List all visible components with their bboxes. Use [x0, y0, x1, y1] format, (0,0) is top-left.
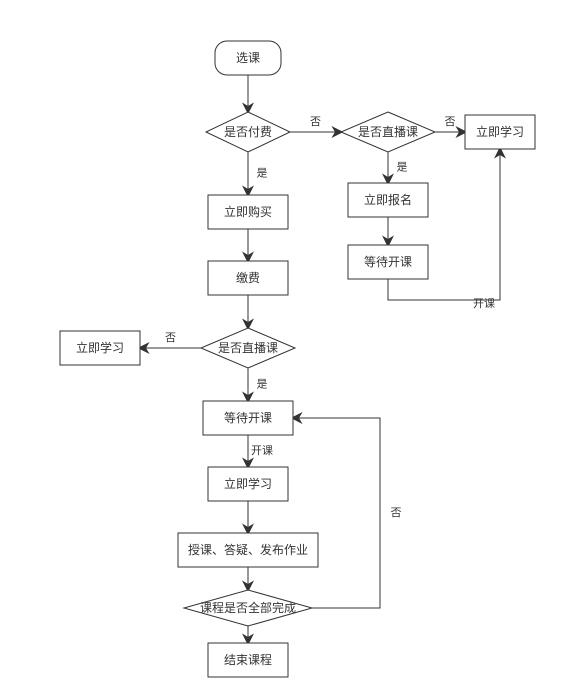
edge-label: 是 — [257, 378, 268, 391]
node-study_m: 立即学习 — [208, 467, 288, 501]
node-label: 是否直播课 — [218, 341, 278, 355]
node-d_pay: 是否付费 — [206, 112, 290, 152]
node-signup: 立即报名 — [348, 183, 428, 217]
edge-label: 否 — [391, 507, 402, 519]
node-label: 等待开课 — [364, 255, 412, 269]
node-label: 立即学习 — [224, 476, 272, 491]
edge-label: 开课 — [251, 444, 273, 457]
node-study_r: 立即学习 — [465, 115, 535, 149]
nodes-layer: 选课是否付费是否直播课立即学习立即报名等待开课立即购买缴费是否直播课立即学习等待… — [60, 41, 535, 677]
node-teach: 授课、答疑、发布作业 — [178, 533, 318, 567]
node-label: 课程是否全部完成 — [200, 600, 296, 615]
node-label: 是否付费 — [224, 125, 272, 139]
node-label: 立即学习 — [476, 124, 524, 139]
node-d_live_r: 是否直播课 — [341, 112, 435, 152]
node-study_l: 立即学习 — [60, 331, 140, 365]
node-label: 立即报名 — [364, 192, 412, 207]
node-label: 授课、答疑、发布作业 — [188, 542, 308, 557]
edge-label: 开课 — [473, 297, 495, 310]
node-label: 结束课程 — [224, 652, 272, 667]
edge-label: 否 — [310, 116, 321, 128]
edge-label: 否 — [445, 116, 456, 128]
node-payfee: 缴费 — [208, 261, 288, 295]
node-wait_l: 等待开课 — [203, 401, 293, 435]
node-d_live_l: 是否直播课 — [201, 328, 295, 368]
node-wait_r: 等待开课 — [348, 245, 428, 279]
node-label: 立即学习 — [76, 340, 124, 355]
node-label: 立即购买 — [224, 204, 272, 219]
edge-label: 是 — [257, 167, 268, 180]
edge — [293, 418, 380, 608]
node-buy: 立即购买 — [208, 195, 288, 229]
node-label: 缴费 — [236, 270, 260, 285]
flowchart: 是否否是开课否是开课否选课是否付费是否直播课立即学习立即报名等待开课立即购买缴费… — [0, 0, 565, 681]
edge-label: 否 — [165, 332, 176, 344]
node-end: 结束课程 — [208, 643, 288, 677]
node-start: 选课 — [215, 41, 281, 75]
node-label: 等待开课 — [224, 411, 272, 425]
node-label: 是否直播课 — [358, 125, 418, 139]
node-label: 选课 — [236, 51, 260, 65]
edge-label: 是 — [397, 161, 408, 174]
node-d_done: 课程是否全部完成 — [184, 590, 312, 626]
